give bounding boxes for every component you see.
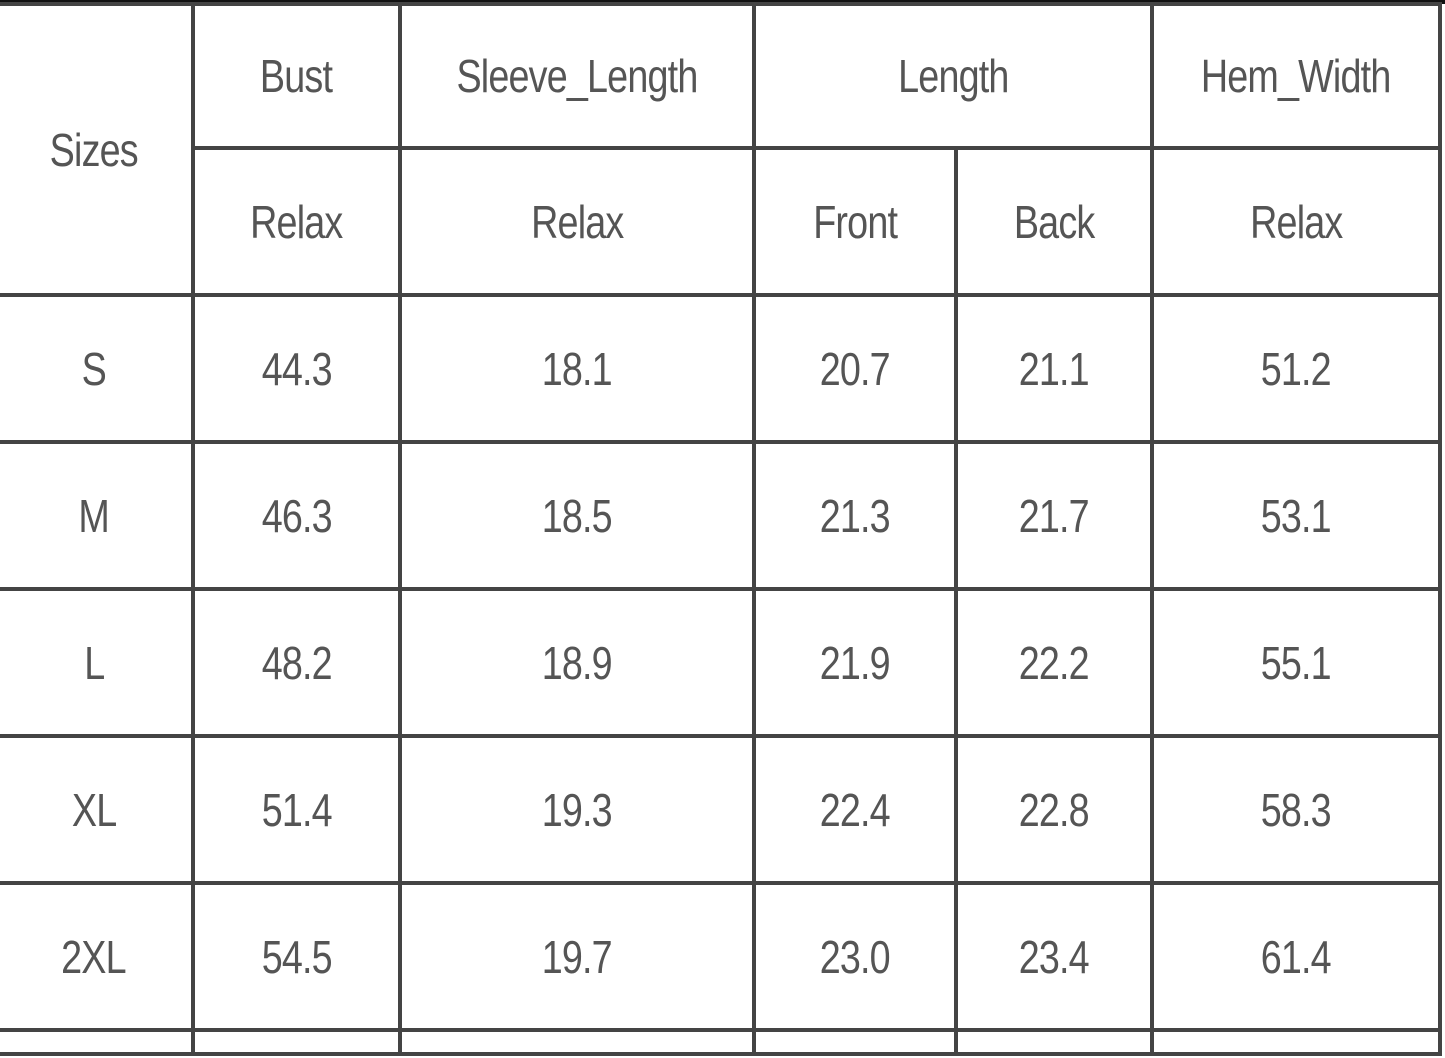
value-cell: 18.1	[398, 293, 757, 444]
value-cell: 18.9	[398, 587, 757, 738]
subheader-label: Back	[1013, 195, 1095, 248]
cell	[752, 1028, 958, 1056]
subheader-hem-relax: Relax	[1149, 146, 1443, 297]
subheader-label: Relax	[531, 195, 624, 248]
table-row: L 48.2 18.9 21.9 22.2 55.1	[0, 587, 1443, 738]
value-label: 21.7	[1018, 489, 1090, 542]
cell	[953, 1028, 1154, 1056]
subheader-length-back: Back	[953, 146, 1154, 297]
subheader-bust-relax: Relax	[190, 146, 403, 297]
value-label: 61.4	[1260, 930, 1332, 983]
table-row: M 46.3 18.5 21.3 21.7 53.1	[0, 440, 1443, 591]
header-sleeve-length: Sleeve_Length	[398, 2, 757, 150]
value-label: 55.1	[1260, 636, 1332, 689]
size-cell: 2XL	[0, 881, 195, 1032]
value-cell: 22.2	[953, 587, 1154, 738]
subheader-label: Front	[812, 195, 898, 248]
size-cell: M	[0, 440, 195, 591]
header-hem-width-label: Hem_Width	[1201, 50, 1391, 102]
value-label: 21.9	[819, 636, 891, 689]
cell	[190, 1028, 403, 1056]
value-label: 22.4	[819, 783, 891, 836]
subheader-sleeve-relax: Relax	[398, 146, 757, 297]
cell	[1149, 1028, 1443, 1056]
value-label: 23.0	[819, 930, 891, 983]
value-cell: 54.5	[190, 881, 403, 1032]
size-cell: XL	[0, 734, 195, 885]
value-cell: 18.5	[398, 440, 757, 591]
subheader-label: Relax	[250, 195, 343, 248]
value-label: 53.1	[1260, 489, 1332, 542]
table-row: S 44.3 18.1 20.7 21.1 51.2	[0, 293, 1443, 444]
value-cell: 21.1	[953, 293, 1154, 444]
value-label: 48.2	[261, 636, 332, 689]
value-label: 22.8	[1018, 783, 1090, 836]
value-label: 18.9	[542, 636, 613, 689]
value-label: 20.7	[819, 342, 891, 395]
header-row-sub: Relax Relax Front Back Relax	[0, 146, 1443, 297]
header-sizes: Sizes	[0, 2, 195, 297]
header-row-groups: Sizes Bust Sleeve_Length Length Hem_Widt…	[0, 2, 1443, 297]
header-sleeve-length-label: Sleeve_Length	[456, 50, 699, 102]
size-label: M	[78, 489, 110, 542]
value-cell: 19.3	[398, 734, 757, 885]
header-hem-width: Hem_Width	[1149, 2, 1443, 150]
value-label: 18.5	[542, 489, 613, 542]
value-cell: 44.3	[190, 293, 403, 444]
size-cell: S	[0, 293, 195, 444]
cell	[398, 1028, 757, 1056]
subheader-label: Relax	[1249, 195, 1343, 248]
value-cell: 23.4	[953, 881, 1154, 1032]
value-cell: 19.7	[398, 881, 757, 1032]
value-cell: 46.3	[190, 440, 403, 591]
size-label: 2XL	[61, 930, 127, 983]
value-cell: 55.1	[1149, 587, 1443, 738]
value-label: 21.3	[819, 489, 891, 542]
header-bust-label: Bust	[260, 50, 333, 102]
value-cell: 53.1	[1149, 440, 1443, 591]
size-label: L	[83, 636, 105, 689]
value-label: 21.1	[1018, 342, 1090, 395]
cell	[0, 1028, 195, 1056]
value-label: 58.3	[1260, 783, 1332, 836]
header-bust: Bust	[190, 2, 403, 150]
value-cell: 21.7	[953, 440, 1154, 591]
value-label: 18.1	[542, 342, 613, 395]
value-label: 22.2	[1018, 636, 1090, 689]
value-cell: 20.7	[752, 293, 958, 444]
value-cell: 61.4	[1149, 881, 1443, 1032]
header-sizes-label: Sizes	[49, 123, 139, 176]
value-label: 23.4	[1018, 930, 1090, 983]
value-label: 19.7	[542, 930, 613, 983]
value-label: 54.5	[261, 930, 332, 983]
table-row: 2XL 54.5 19.7 23.0 23.4 61.4	[0, 881, 1443, 1032]
value-label: 51.2	[1260, 342, 1332, 395]
value-label: 46.3	[261, 489, 332, 542]
size-label: S	[81, 342, 107, 395]
size-cell: L	[0, 587, 195, 738]
value-cell: 21.3	[752, 440, 958, 591]
value-cell: 22.4	[752, 734, 958, 885]
value-cell: 48.2	[190, 587, 403, 738]
header-length-label: Length	[897, 50, 1009, 102]
top-border	[0, 0, 1445, 4]
value-cell: 51.2	[1149, 293, 1443, 444]
subheader-length-front: Front	[752, 146, 958, 297]
header-length: Length	[752, 2, 1154, 150]
table-row-cutoff	[0, 1028, 1443, 1056]
value-cell: 58.3	[1149, 734, 1443, 885]
value-label: 19.3	[542, 783, 613, 836]
value-label: 51.4	[261, 783, 332, 836]
value-cell: 23.0	[752, 881, 958, 1032]
value-label: 44.3	[261, 342, 332, 395]
value-cell: 21.9	[752, 587, 958, 738]
value-cell: 22.8	[953, 734, 1154, 885]
size-label: XL	[71, 783, 117, 836]
value-cell: 51.4	[190, 734, 403, 885]
table-row: XL 51.4 19.3 22.4 22.8 58.3	[0, 734, 1443, 885]
